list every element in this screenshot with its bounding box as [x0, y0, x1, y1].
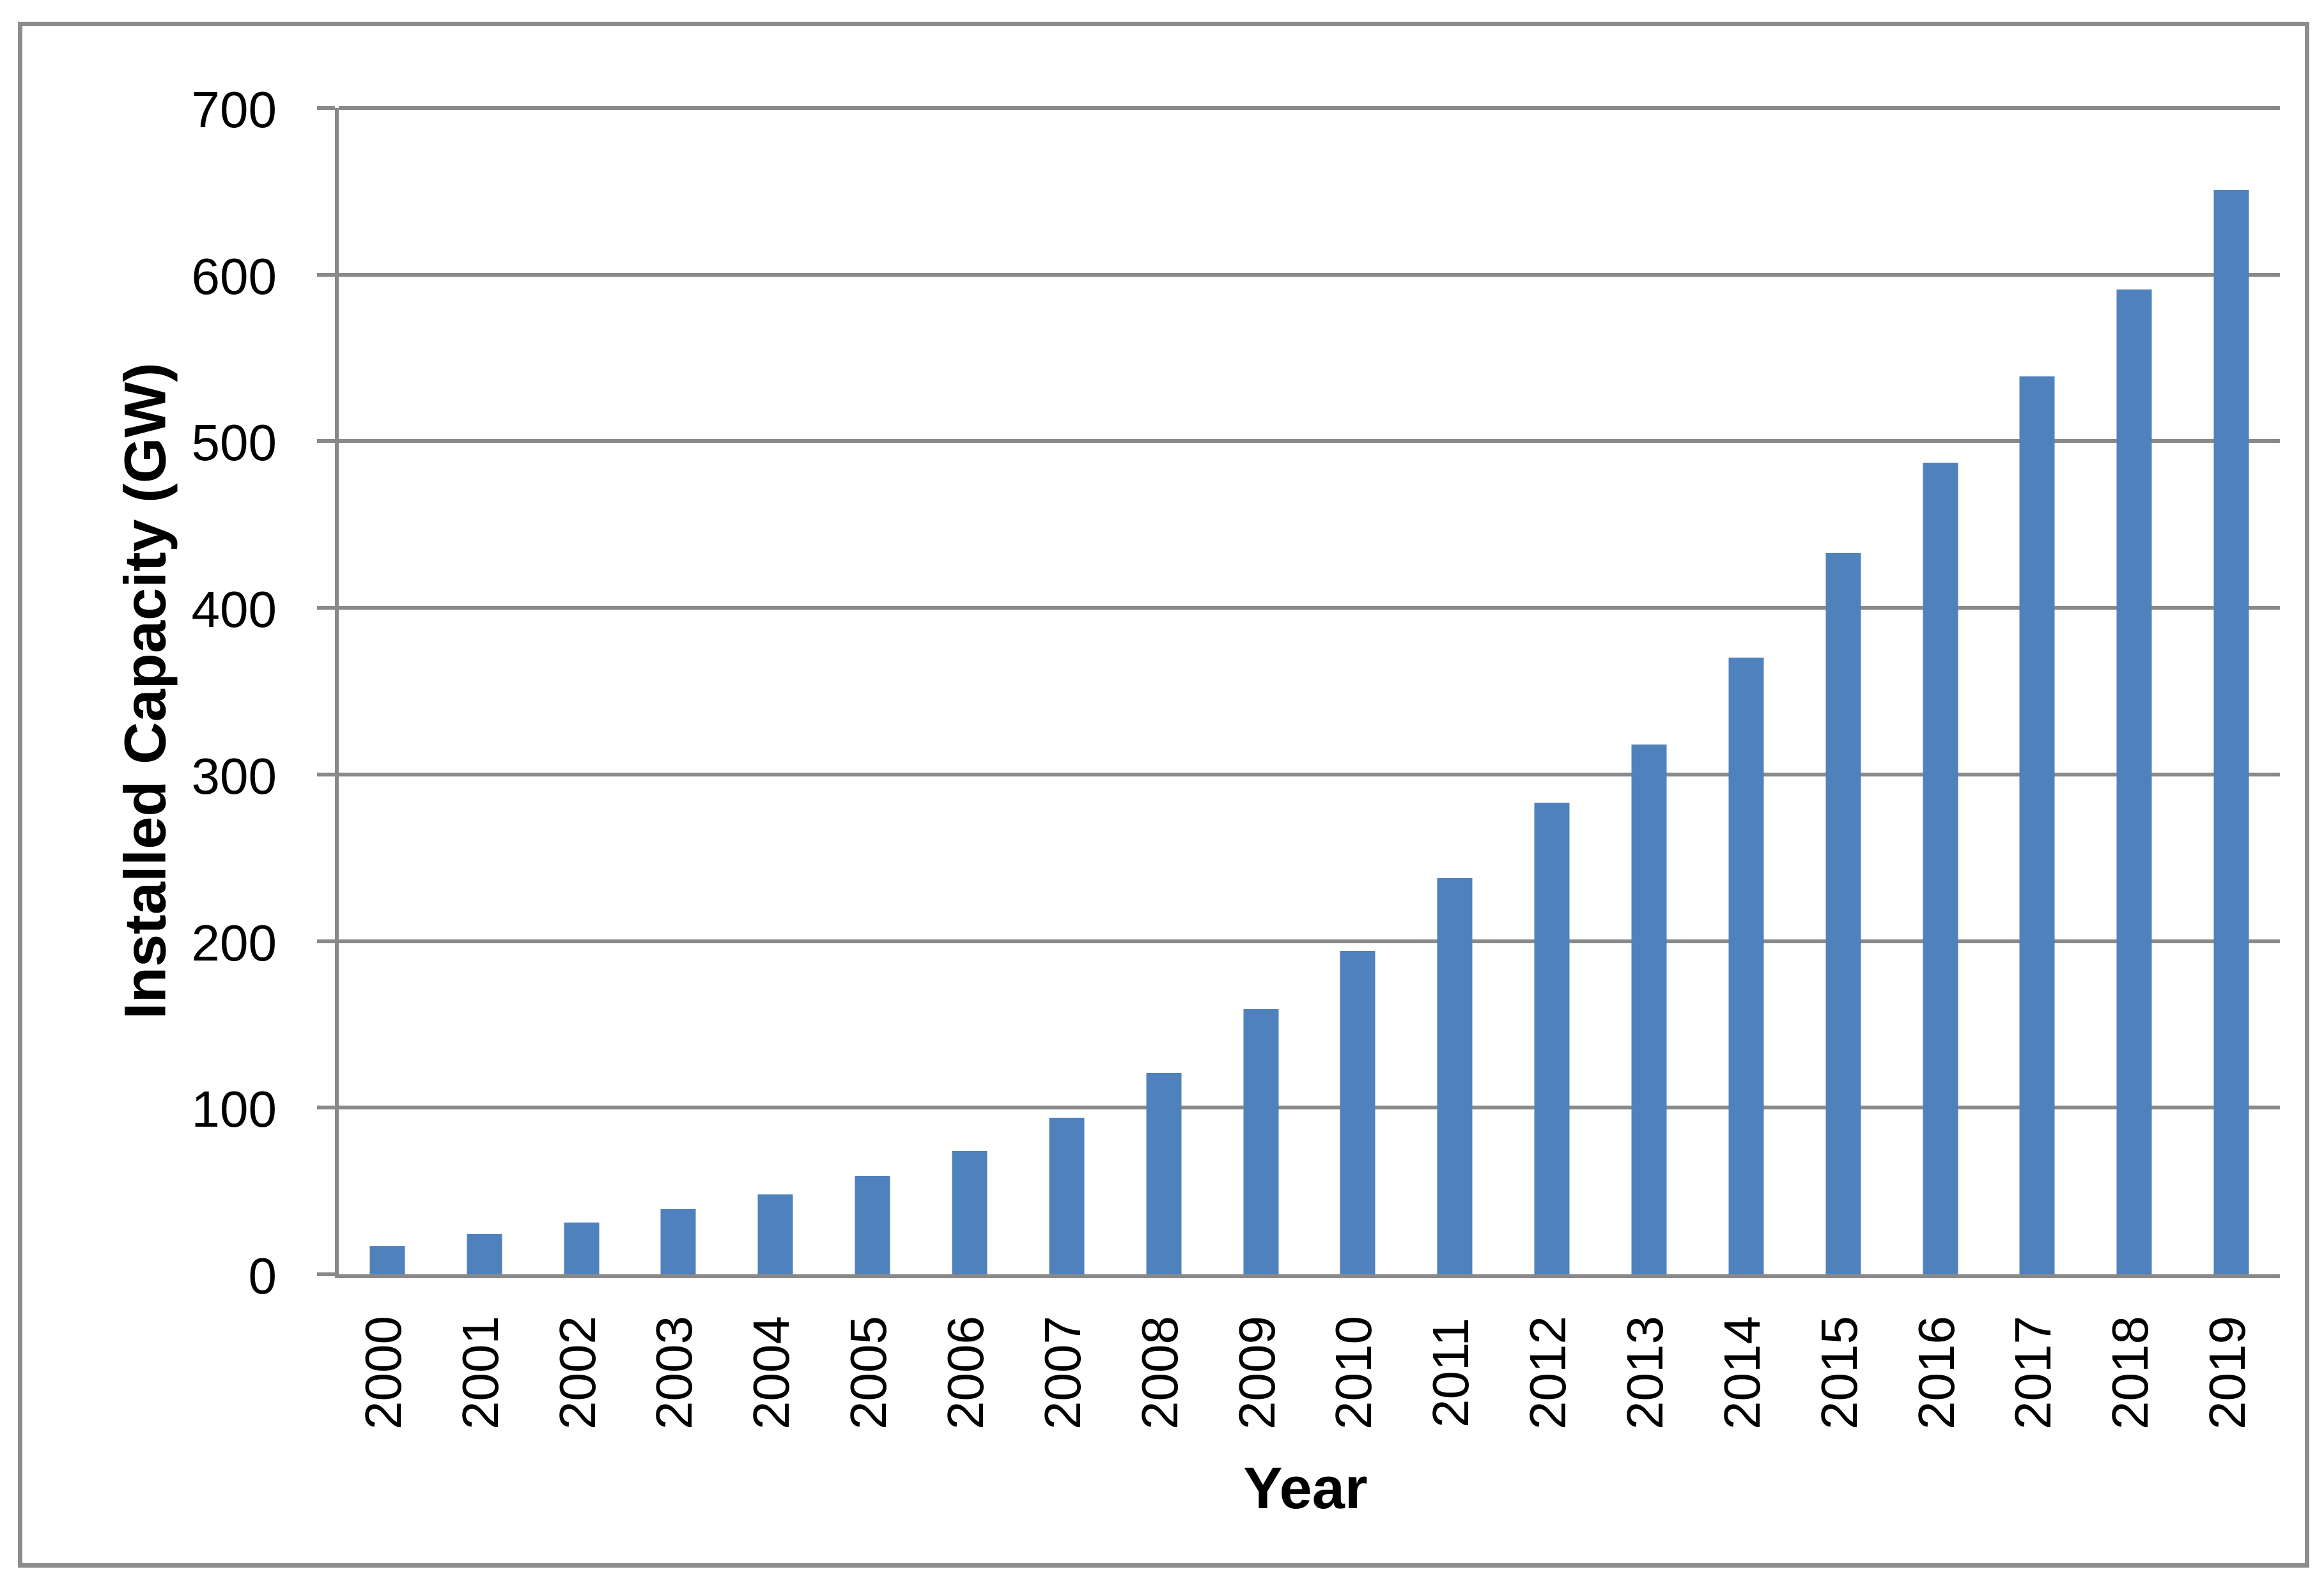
bar-2011 [1437, 877, 1473, 1274]
bar-2002 [564, 1223, 600, 1274]
x-tick-label-2010: 2010 [1325, 1315, 1383, 1430]
bar-2014 [1728, 658, 1764, 1274]
y-tick-mark-200 [317, 939, 335, 943]
gridline-500 [339, 439, 2280, 444]
bar-2015 [1825, 553, 1861, 1274]
y-axis-title-text: Installed Capacity (GW) [112, 362, 178, 1019]
bar-2005 [855, 1176, 890, 1274]
y-tick-mark-500 [317, 439, 335, 444]
y-tick-mark-700 [317, 106, 335, 110]
gridline-700 [339, 106, 2280, 110]
bar-2001 [467, 1234, 502, 1274]
x-axis-tick-labels: 2000 2001 2002 2003 2004 2005 2006 2007 2008 2009… [335, 1313, 2276, 1432]
y-tick-mark-400 [317, 606, 335, 610]
x-tick-label-2017: 2017 [2004, 1315, 2062, 1430]
x-tick-label-2012: 2012 [1519, 1315, 1577, 1430]
y-tick-label-500: 500 [191, 414, 277, 472]
x-tick-label-2004: 2004 [743, 1315, 800, 1430]
bar-2010 [1340, 951, 1375, 1274]
bar-2008 [1146, 1072, 1182, 1274]
x-tick-label-2001: 2001 [451, 1315, 509, 1430]
y-tick-label-700: 700 [191, 81, 277, 138]
x-tick-label-2002: 2002 [548, 1315, 606, 1430]
y-tick-label-600: 600 [191, 247, 277, 305]
y-tick-label-300: 300 [191, 747, 277, 805]
x-tick-label-2007: 2007 [1034, 1315, 1091, 1430]
bar-2013 [1631, 744, 1667, 1274]
bar-2016 [1923, 463, 1958, 1274]
bar-2018 [2116, 289, 2152, 1274]
gridline-400 [339, 606, 2280, 610]
gridline-200 [339, 939, 2280, 943]
x-tick-label-2003: 2003 [646, 1315, 703, 1430]
plot-area [317, 106, 2280, 1278]
y-tick-label-100: 100 [191, 1081, 277, 1138]
bar-2000 [369, 1246, 405, 1274]
x-tick-label-2006: 2006 [937, 1315, 995, 1430]
bar-2017 [2019, 376, 2055, 1274]
x-tick-label-2014: 2014 [1713, 1315, 1770, 1430]
y-axis-tick-labels: 700 600 500 400 300 200 100 0 [22, 84, 277, 1302]
gridline-100 [339, 1106, 2280, 1110]
bar-2006 [952, 1151, 988, 1274]
y-tick-mark-600 [317, 272, 335, 277]
bar-2012 [1534, 803, 1570, 1274]
x-tick-label-2018: 2018 [2102, 1315, 2159, 1430]
y-tick-label-0: 0 [248, 1247, 277, 1304]
bar-2019 [2213, 189, 2249, 1274]
gridline-600 [339, 272, 2280, 277]
bar-2003 [660, 1209, 696, 1274]
x-tick-label-2015: 2015 [1810, 1315, 1868, 1430]
bar-2004 [757, 1194, 793, 1274]
y-tick-label-200: 200 [191, 914, 277, 971]
x-tick-label-2013: 2013 [1616, 1315, 1673, 1430]
x-tick-label-2000: 2000 [354, 1315, 412, 1430]
y-tick-mark-300 [317, 772, 335, 776]
x-tick-label-2011: 2011 [1422, 1317, 1480, 1428]
y-tick-label-400: 400 [191, 581, 277, 638]
x-axis-title-text: Year [1243, 1456, 1368, 1521]
x-tick-label-2019: 2019 [2199, 1315, 2256, 1430]
y-tick-mark-100 [317, 1106, 335, 1110]
y-tick-mark-0 [317, 1272, 335, 1276]
bar-2007 [1049, 1117, 1085, 1274]
x-tick-label-2009: 2009 [1228, 1315, 1285, 1430]
x-tick-label-2016: 2016 [1907, 1315, 1965, 1430]
x-axis-title: Year [335, 1459, 2276, 1518]
chart-frame-border: 700 600 500 400 300 200 100 0 2000 2001 2002 2003 2… [18, 22, 2309, 1568]
x-tick-label-2005: 2005 [840, 1315, 897, 1430]
x-tick-label-2008: 2008 [1131, 1315, 1188, 1430]
gridline-300 [339, 772, 2280, 776]
bar-2009 [1243, 1009, 1279, 1274]
